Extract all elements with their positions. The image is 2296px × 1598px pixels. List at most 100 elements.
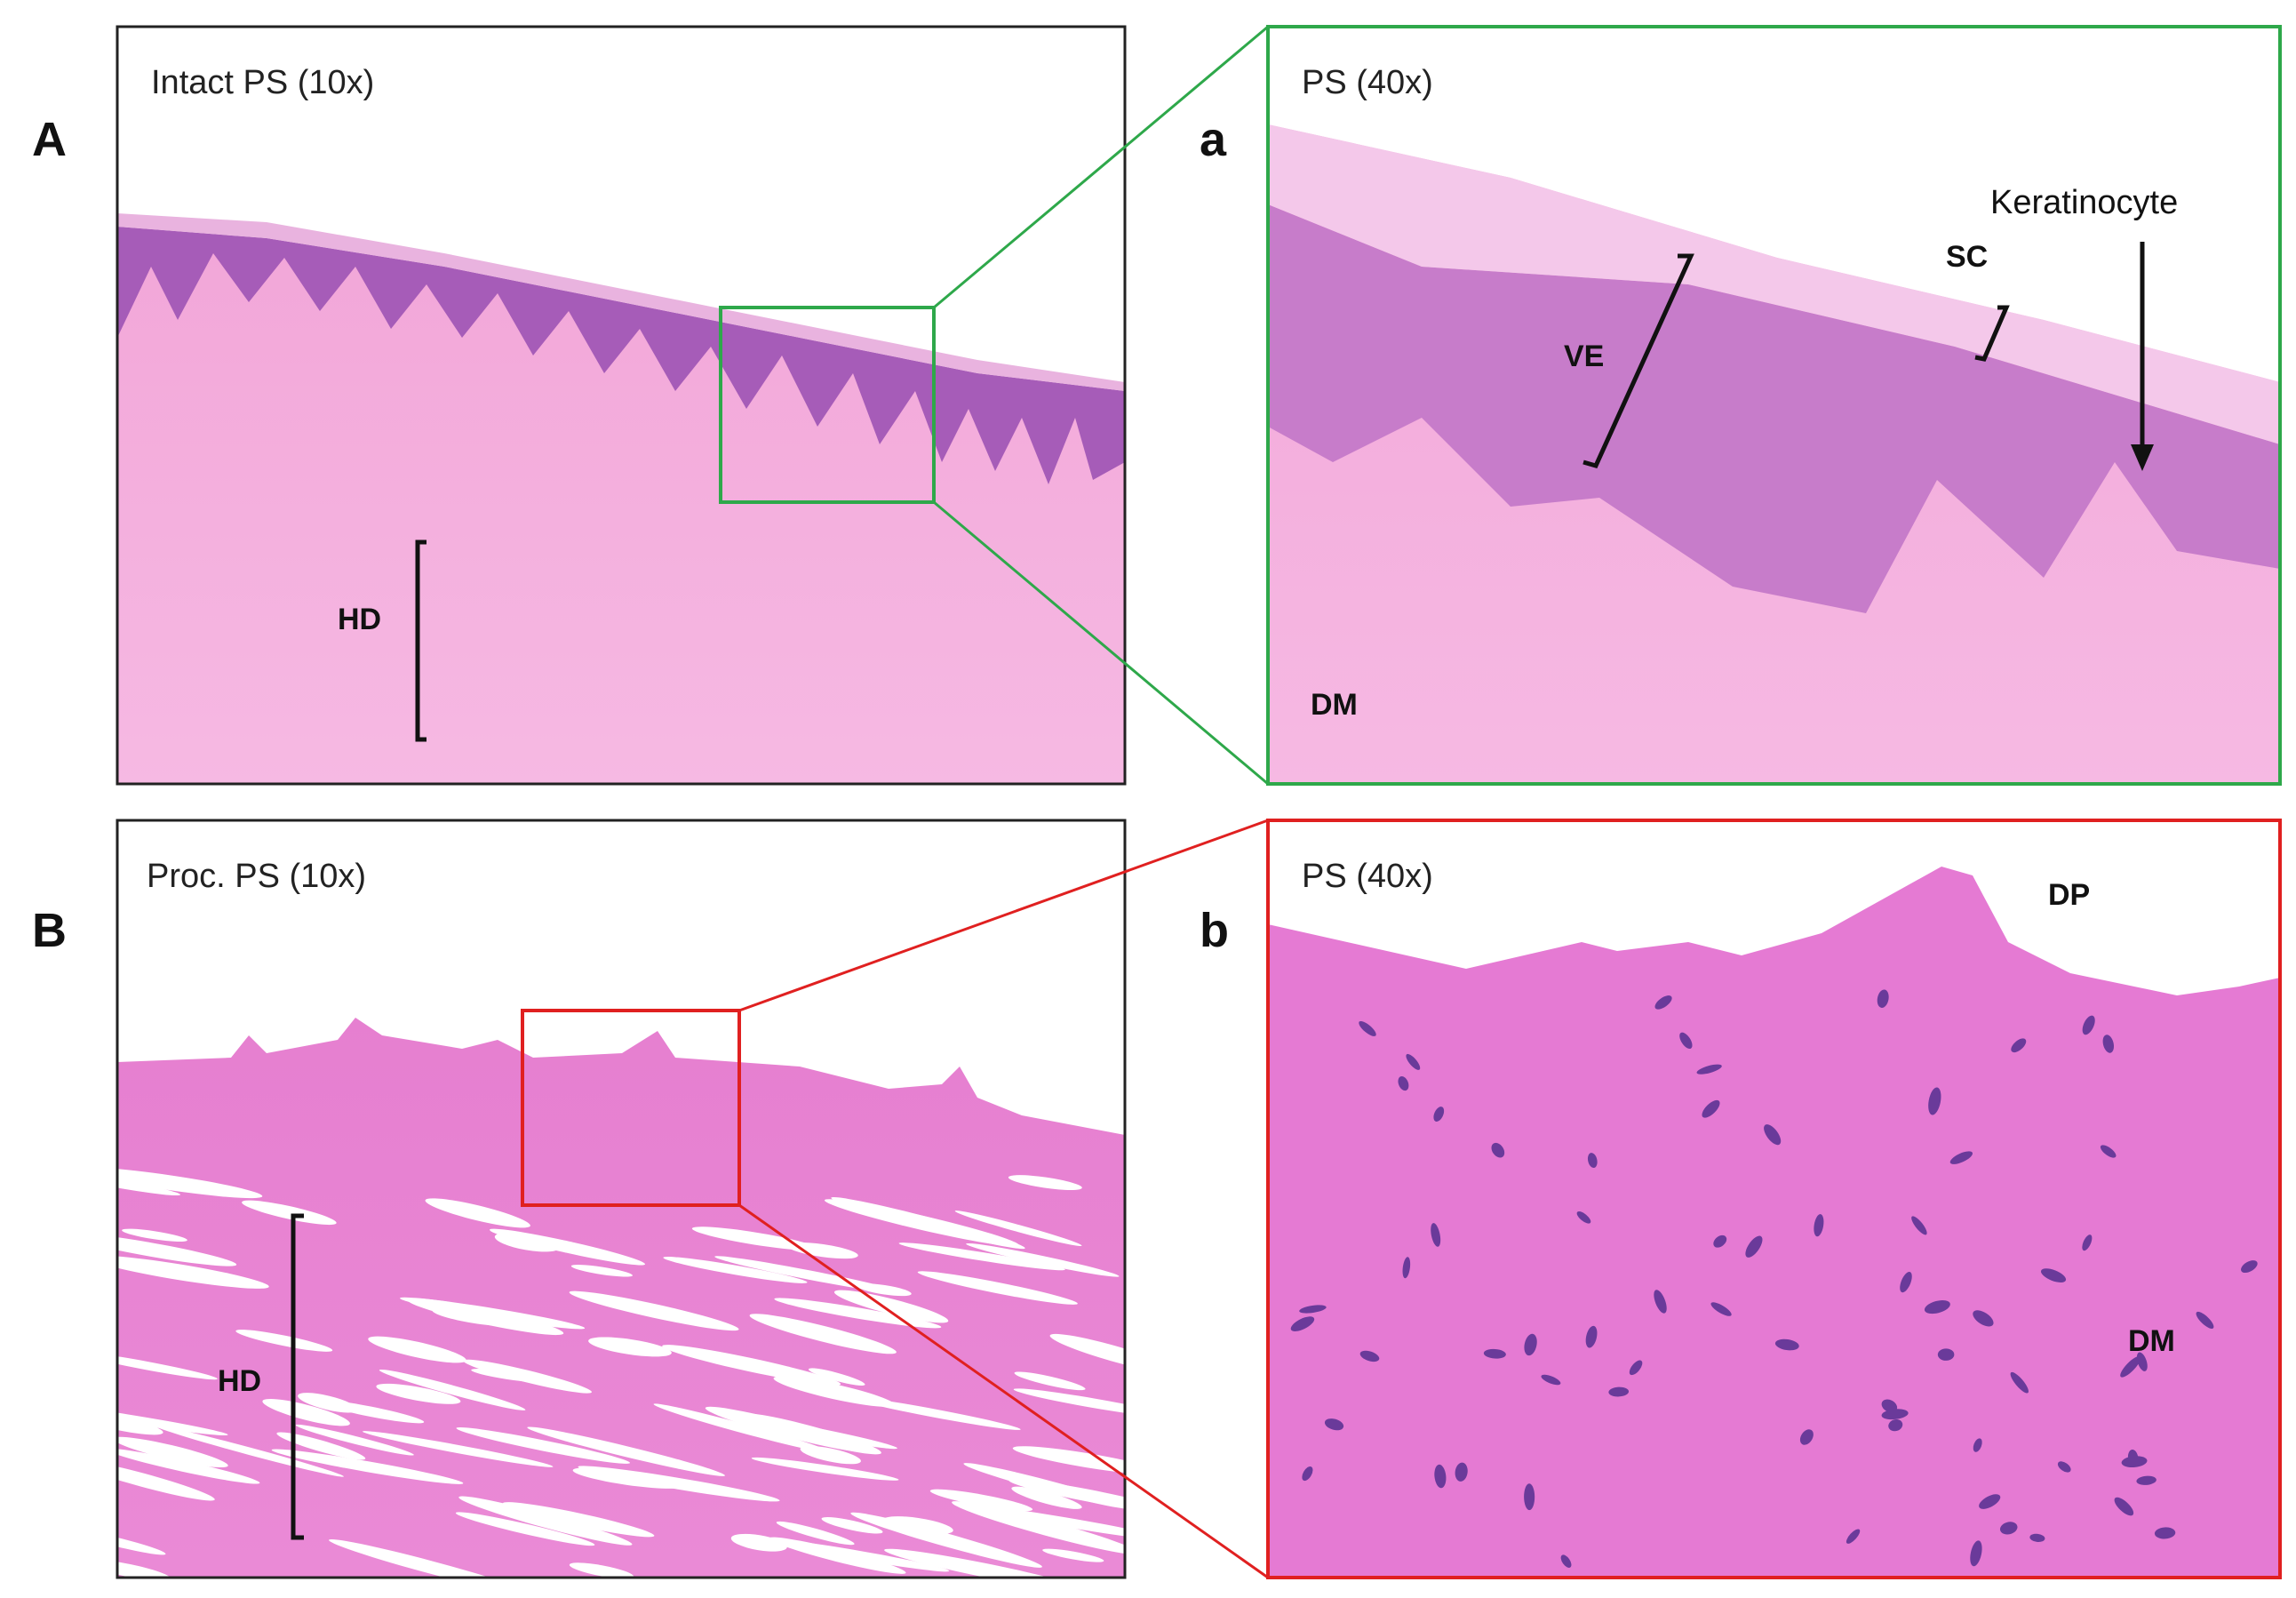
collagen-streak <box>117 1173 180 1196</box>
collagen-streak <box>527 1426 725 1476</box>
nucleus <box>1702 1099 1720 1118</box>
collagen-streak <box>242 1200 337 1226</box>
collagen-streak <box>376 1383 461 1404</box>
nucleus <box>1434 1464 1447 1489</box>
nucleus <box>1455 1462 1468 1482</box>
collagen-streak <box>117 1560 171 1578</box>
collagen-streak <box>456 1427 630 1464</box>
nucleus <box>1359 1020 1376 1036</box>
collagen-streak <box>663 1257 808 1283</box>
collagen-streak <box>1014 1371 1086 1391</box>
collagen-streak <box>849 1396 1021 1430</box>
region-label: DM <box>2128 1324 2175 1358</box>
panel-frame <box>1266 819 2282 1579</box>
collagen-streak <box>1049 1333 1125 1373</box>
collagen-streak <box>850 1512 1042 1568</box>
epidermis <box>117 227 1125 484</box>
nucleus <box>1713 1234 1727 1248</box>
nucleus <box>1979 1494 2001 1509</box>
collagen-streak <box>691 1226 817 1250</box>
collagen-streak <box>271 1449 464 1484</box>
panel-title: Intact PS (10x) <box>151 64 374 101</box>
dermis <box>1268 867 2280 1578</box>
collagen-streaks <box>117 1167 1125 1578</box>
bracket <box>1582 253 1694 468</box>
micrograph-a-10x <box>117 27 1125 784</box>
nucleus <box>1402 1257 1411 1279</box>
collagen-streak <box>329 1538 534 1578</box>
nucleus <box>1973 1310 1994 1327</box>
nucleus <box>1433 1107 1445 1123</box>
arrow-head <box>2131 444 2154 471</box>
collagen-streak <box>117 1448 260 1484</box>
collagen-streak <box>425 1198 530 1228</box>
collagen-streak <box>653 1403 831 1453</box>
nucleus <box>1587 1153 1598 1169</box>
nucleus <box>1654 1290 1667 1314</box>
nucleus <box>1524 1333 1537 1356</box>
nucleus <box>2114 1497 2134 1516</box>
collagen-streak <box>751 1457 899 1481</box>
nucleus <box>1888 1419 1903 1432</box>
nucleus <box>1949 1151 1973 1164</box>
collagen-streak <box>471 1369 544 1383</box>
nucleus <box>1585 1325 1598 1348</box>
collagen-streak <box>502 1502 655 1538</box>
region-label: DP <box>2048 878 2090 912</box>
panel-title: PS (40x) <box>1302 64 1433 101</box>
nucleus <box>2102 1035 2115 1053</box>
nucleus <box>1881 1399 1898 1413</box>
micrograph-b-10x <box>117 820 1125 1578</box>
nucleus <box>1900 1271 1912 1293</box>
collagen-streak <box>929 1489 1033 1512</box>
collagen-streak <box>117 1255 269 1289</box>
collagen-streak <box>432 1307 517 1326</box>
region-label: SC <box>1946 240 1988 274</box>
zoom-line <box>933 25 1269 309</box>
nucleus <box>1937 1348 1955 1361</box>
collagen-streak <box>570 1265 633 1277</box>
zoom-line <box>738 1203 1269 1579</box>
panel-letter: B <box>32 904 67 957</box>
nucleus <box>1970 1540 1982 1567</box>
nucleus <box>2196 1311 2214 1329</box>
panel-letter: b <box>1200 904 1229 957</box>
collagen-streak <box>569 1290 739 1331</box>
nucleus <box>1359 1350 1380 1362</box>
collagen-streak <box>572 1467 683 1489</box>
collagen-streak <box>833 1290 949 1323</box>
collagen-streak <box>117 1233 237 1266</box>
nucleus <box>2127 1449 2139 1467</box>
nucleus <box>1745 1235 1763 1258</box>
micrograph-a-40x <box>1268 27 2280 784</box>
collagen-streak <box>154 1425 344 1477</box>
nucleus <box>1877 989 1889 1008</box>
nucleus <box>1764 1124 1782 1146</box>
nucleus <box>1398 1076 1409 1091</box>
nucleus <box>1814 1214 1824 1237</box>
nucleus <box>1560 1554 1572 1568</box>
nucleus <box>2154 1527 2176 1539</box>
collagen-streak <box>776 1521 855 1546</box>
collagen-streak <box>379 1369 526 1410</box>
nucleus <box>2082 1234 2093 1251</box>
collagen-streak <box>808 1368 865 1386</box>
nucleus <box>1324 1418 1344 1431</box>
collagen-streak <box>489 1228 646 1266</box>
nucleus <box>1924 1299 1950 1314</box>
region-label: HD <box>218 1364 261 1398</box>
collagen-streak <box>117 1459 215 1501</box>
stratum-corneum <box>117 213 1125 391</box>
nucleus <box>2241 1260 2258 1274</box>
collagen-streak <box>1008 1479 1125 1512</box>
collagen-streak <box>368 1336 466 1363</box>
nucleus <box>2010 1371 2029 1394</box>
nucleus <box>2082 1015 2095 1035</box>
nucleus <box>1911 1216 1927 1235</box>
collagen-streak <box>117 1436 228 1468</box>
collagen-streak <box>831 1196 1025 1250</box>
collagen-streak <box>884 1548 1087 1578</box>
collagen-streak <box>298 1393 358 1413</box>
